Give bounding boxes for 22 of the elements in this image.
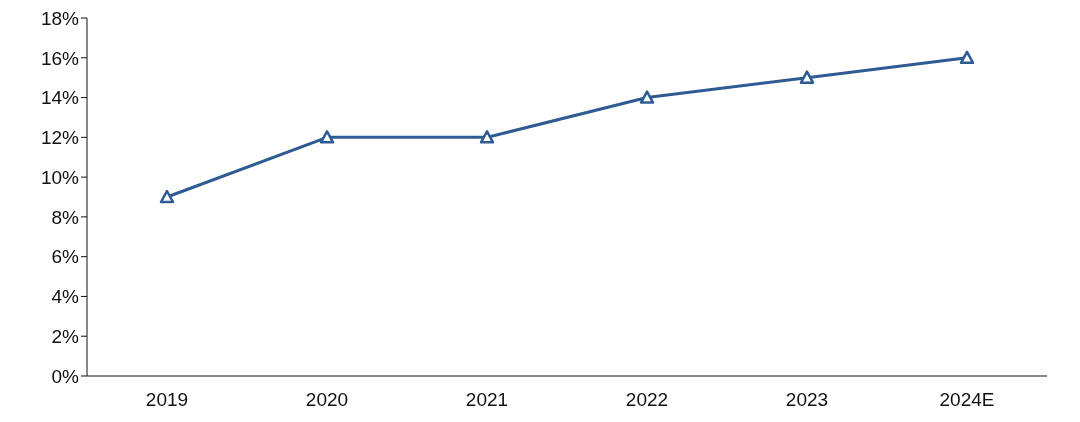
x-tick-label: 2019 (145, 389, 189, 410)
point (479, 130, 495, 144)
y-tick-label: 8% (51, 206, 80, 228)
y-tick-label: 18% (40, 7, 80, 29)
y-tick-label: 6% (51, 246, 80, 268)
x-tick-label: 2021 (465, 389, 509, 410)
point (959, 50, 975, 65)
y-tick-label: 2% (51, 325, 80, 347)
point (319, 130, 335, 144)
y-tick-label: 16% (40, 47, 80, 69)
point (159, 189, 175, 204)
y-tick-label: 4% (51, 286, 80, 308)
y-tick-label: 0% (51, 365, 80, 387)
y-tick-label: 10% (40, 166, 80, 188)
x-tick-label: 2020 (305, 389, 349, 410)
point (799, 70, 815, 84)
x-tick-label: 2023 (785, 389, 829, 410)
y-tick-label: 12% (40, 127, 80, 149)
y-tick-label: 14% (40, 87, 80, 109)
x-tick-label: 2024E (939, 389, 995, 410)
point (639, 90, 655, 104)
x-tick-label: 2022 (625, 389, 669, 410)
